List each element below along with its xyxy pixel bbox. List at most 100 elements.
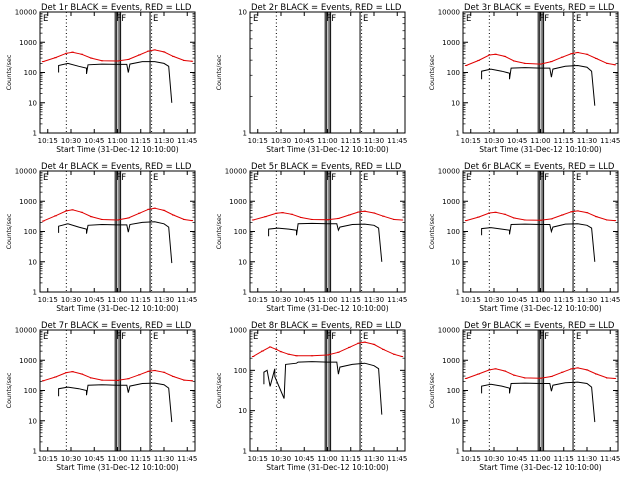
y-tick-label: 10 xyxy=(238,258,247,266)
x-tick-label: 11:00 xyxy=(530,137,550,145)
x-tick-label: 11:00 xyxy=(530,296,550,304)
x-tick-label: 11:30 xyxy=(364,137,384,145)
x-tick-label: 10:15 xyxy=(248,296,268,304)
event-marker-label: FF xyxy=(326,14,336,24)
event-marker-label: E xyxy=(253,332,258,342)
x-tick-label: 11:30 xyxy=(577,296,597,304)
x-tick-label: 11:15 xyxy=(341,455,361,463)
event-marker-label: E xyxy=(43,173,48,183)
y-axis-label: Counts/sec xyxy=(5,213,13,249)
x-tick-label: 11:30 xyxy=(154,296,174,304)
event-marker-label: E xyxy=(576,14,581,24)
plot-frame xyxy=(39,11,196,134)
y-axis-label: Counts/sec xyxy=(215,54,223,90)
x-axis-label: Start Time (31-Dec-12 10:10:00) xyxy=(479,145,601,154)
x-tick-label: 10:15 xyxy=(38,455,58,463)
x-tick-label: 11:00 xyxy=(107,137,127,145)
event-marker-label: E xyxy=(466,173,471,183)
lld-series-line xyxy=(252,210,402,221)
event-marker-label: FF xyxy=(326,173,336,183)
detector-panel-4: Det 4r BLACK = Events, RED = LLD Counts/s… xyxy=(5,162,197,313)
x-tick-label: 10:30 xyxy=(61,137,81,145)
x-tick-label: 10:30 xyxy=(484,296,504,304)
y-tick-label: 1 xyxy=(456,448,460,456)
y-tick-label: 10 xyxy=(28,99,37,107)
x-tick-label: 10:15 xyxy=(461,455,481,463)
x-axis-label: Start Time (31-Dec-12 10:10:00) xyxy=(56,145,178,154)
x-tick-label: 11:00 xyxy=(530,455,550,463)
x-tick-label: 11:15 xyxy=(131,296,151,304)
plot-frame xyxy=(249,11,406,134)
y-tick-label: 1000 xyxy=(442,39,460,47)
x-tick-label: 10:45 xyxy=(294,296,314,304)
y-tick-label: 1000 xyxy=(19,39,37,47)
event-marker-label: E xyxy=(153,332,158,342)
x-tick-label: 11:45 xyxy=(600,137,620,145)
x-tick-label: 10:15 xyxy=(38,137,58,145)
y-axis-label: Counts/sec xyxy=(428,54,436,90)
x-tick-label: 11:15 xyxy=(554,296,574,304)
lld-series-line xyxy=(42,207,192,222)
x-tick-label: 11:30 xyxy=(364,455,384,463)
x-axis-label: Start Time (31-Dec-12 10:10:00) xyxy=(479,463,601,472)
y-tick-label: 1000 xyxy=(229,327,247,335)
x-tick-label: 10:15 xyxy=(248,137,268,145)
y-tick-label: 100 xyxy=(447,387,460,395)
y-tick-label: 1000 xyxy=(442,198,460,206)
plot-frame xyxy=(39,170,196,293)
detector-panel-1: Det 1r BLACK = Events, RED = LLD Counts/s… xyxy=(5,3,197,154)
x-axis-label: Start Time (31-Dec-12 10:10:00) xyxy=(266,145,388,154)
x-tick-label: 11:15 xyxy=(131,455,151,463)
x-tick-label: 10:30 xyxy=(271,137,291,145)
x-tick-label: 11:15 xyxy=(554,455,574,463)
x-axis-label: Start Time (31-Dec-12 10:10:00) xyxy=(266,304,388,313)
x-tick-label: 10:45 xyxy=(507,137,527,145)
x-tick-label: 11:30 xyxy=(577,137,597,145)
y-tick-label: 1000 xyxy=(229,198,247,206)
x-tick-label: 11:45 xyxy=(387,455,407,463)
x-tick-label: 11:00 xyxy=(107,455,127,463)
x-tick-label: 11:15 xyxy=(131,137,151,145)
panel-title: Det 6r BLACK = Events, RED = LLD xyxy=(464,162,615,172)
lld-series-line xyxy=(465,51,615,66)
x-tick-label: 10:15 xyxy=(461,296,481,304)
y-tick-label: 10000 xyxy=(438,327,460,335)
y-tick-label: 100 xyxy=(447,228,460,236)
y-tick-label: 10 xyxy=(28,258,37,266)
x-tick-label: 10:45 xyxy=(84,455,104,463)
x-tick-label: 10:45 xyxy=(84,137,104,145)
x-tick-label: 11:30 xyxy=(577,455,597,463)
events-series-line xyxy=(481,381,596,423)
y-tick-label: 10000 xyxy=(15,168,37,176)
x-tick-label: 10:45 xyxy=(84,296,104,304)
x-tick-label: 10:30 xyxy=(484,455,504,463)
x-tick-label: 11:00 xyxy=(317,296,337,304)
y-tick-label: 10 xyxy=(28,417,37,425)
plot-frame xyxy=(462,11,619,134)
plot-frame xyxy=(39,329,196,452)
y-tick-label: 1000 xyxy=(19,198,37,206)
y-tick-label: 100 xyxy=(24,69,37,77)
plot-frame xyxy=(462,170,619,293)
x-axis-label: Start Time (31-Dec-12 10:10:00) xyxy=(479,304,601,313)
detector-panel-8: Det 8r BLACK = Events, RED = LLD Counts/s… xyxy=(215,321,407,472)
y-axis-label: Counts/sec xyxy=(428,372,436,408)
x-tick-label: 11:45 xyxy=(387,296,407,304)
y-axis-label: Counts/sec xyxy=(5,54,13,90)
lld-series-line xyxy=(42,369,192,382)
y-tick-label: 10000 xyxy=(438,9,460,17)
x-tick-label: 11:45 xyxy=(177,296,197,304)
y-tick-label: 10 xyxy=(451,258,460,266)
panel-title: Det 1r BLACK = Events, RED = LLD xyxy=(41,3,192,13)
x-tick-label: 11:15 xyxy=(341,137,361,145)
y-tick-label: 1 xyxy=(456,130,460,138)
events-series-line xyxy=(481,64,596,106)
x-tick-label: 10:30 xyxy=(484,137,504,145)
y-axis-label: Counts/sec xyxy=(215,372,223,408)
detector-panel-6: Det 6r BLACK = Events, RED = LLD Counts/s… xyxy=(428,162,620,313)
lld-series-line xyxy=(465,210,615,222)
event-marker-label: E xyxy=(576,173,581,183)
x-tick-label: 10:30 xyxy=(61,455,81,463)
x-tick-label: 11:00 xyxy=(107,296,127,304)
x-axis-label: Start Time (31-Dec-12 10:10:00) xyxy=(266,463,388,472)
